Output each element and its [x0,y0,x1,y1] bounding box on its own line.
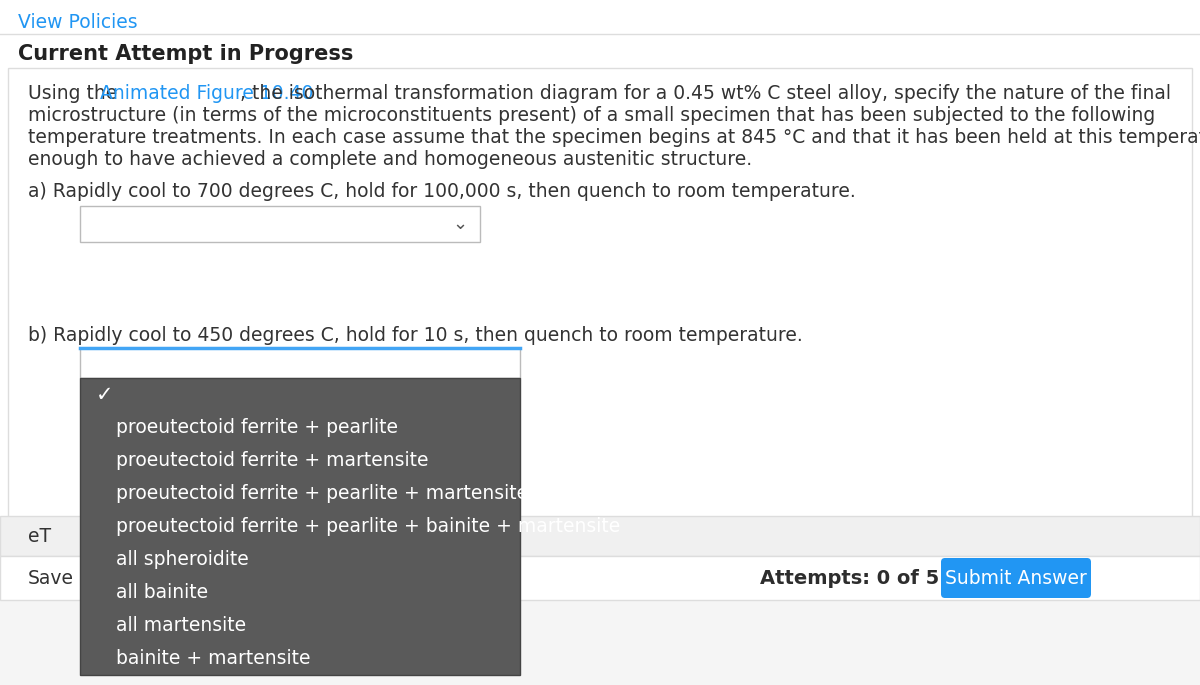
Text: ⌄: ⌄ [452,215,468,233]
Text: Using the: Using the [28,84,124,103]
Text: all spheroidite: all spheroidite [116,550,248,569]
Text: temperature treatments. In each case assume that the specimen begins at 845 °C a: temperature treatments. In each case ass… [28,128,1200,147]
Bar [80,378,520,675]
Text: Submit Answer: Submit Answer [946,569,1087,588]
Text: View Policies: View Policies [18,13,138,32]
Text: Attempts: 0 of 5 used: Attempts: 0 of 5 used [760,569,998,588]
Text: proeutectoid ferrite + pearlite: proeutectoid ferrite + pearlite [116,418,398,437]
Text: eT: eT [28,527,52,545]
Text: , the isothermal transformation diagram for a 0.45 wt% C steel alloy, specify th: , the isothermal transformation diagram … [240,84,1171,103]
Text: a) Rapidly cool to 700 degrees C, hold for 100,000 s, then quench to room temper: a) Rapidly cool to 700 degrees C, hold f… [28,182,856,201]
Bar [0,600,1200,685]
Text: all bainite: all bainite [116,583,208,602]
Text: b) Rapidly cool to 450 degrees C, hold for 10 s, then quench to room temperature: b) Rapidly cool to 450 degrees C, hold f… [28,326,803,345]
Text: proeutectoid ferrite + pearlite + martensite: proeutectoid ferrite + pearlite + marten… [116,484,528,503]
Bar [80,206,480,242]
Text: proeutectoid ferrite + martensite: proeutectoid ferrite + martensite [116,451,428,470]
Text: ✓: ✓ [96,384,114,405]
FancyBboxPatch shape [941,558,1091,598]
Text: Current Attempt in Progress: Current Attempt in Progress [18,44,353,64]
Text: Save: Save [28,569,74,588]
Text: enough to have achieved a complete and homogeneous austenitic structure.: enough to have achieved a complete and h… [28,150,752,169]
Text: all martensite: all martensite [116,616,246,635]
Text: proeutectoid ferrite + pearlite + bainite + martensite: proeutectoid ferrite + pearlite + bainit… [116,517,620,536]
Bar [8,68,1192,680]
Text: Animated Figure 10.40: Animated Figure 10.40 [100,84,313,103]
Bar [0,556,1200,600]
Bar [80,348,520,378]
Text: bainite + martensite: bainite + martensite [116,649,311,668]
Text: microstructure (in terms of the microconstituents present) of a small specimen t: microstructure (in terms of the microcon… [28,106,1156,125]
Bar [0,516,1200,556]
